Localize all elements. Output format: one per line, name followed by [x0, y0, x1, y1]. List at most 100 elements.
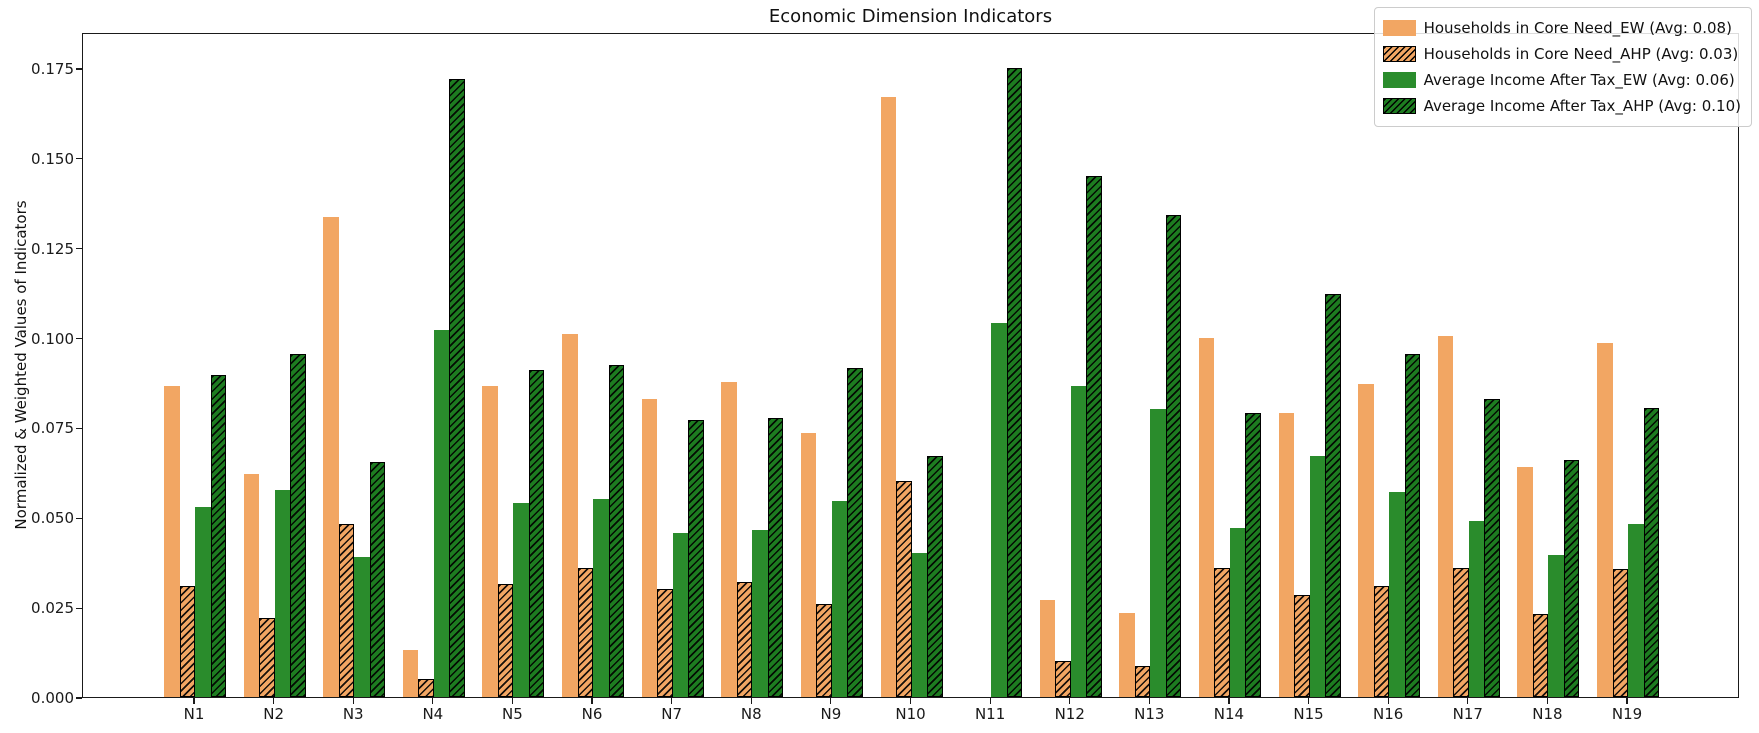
bar-N11-series3: [991, 323, 1007, 697]
bar-N14-series1: [1198, 337, 1215, 697]
bar-N16-series4: [1404, 353, 1421, 697]
bar-N1-series3: [195, 506, 211, 697]
bar-N4-series2: [418, 679, 434, 697]
bar-N4-series1: [402, 650, 419, 697]
x-tick-label: N16: [1373, 705, 1404, 723]
bar-N9-series3: [831, 501, 848, 697]
x-tick-mark: [193, 698, 195, 704]
y-axis-label: Normalized & Weighted Values of Indicato…: [12, 200, 30, 530]
bar-N11-series4: [1006, 67, 1023, 697]
bar-N9-series1: [800, 432, 817, 697]
x-tick-mark: [1148, 698, 1150, 704]
y-tick-label: 0.075: [31, 419, 74, 438]
bar-N12-series1: [1039, 599, 1056, 697]
x-tick-mark: [432, 698, 434, 704]
bar-N19-series4: [1643, 407, 1659, 697]
x-tick-mark: [591, 698, 593, 704]
legend-label: Households in Core Need_EW (Avg: 0.08): [1423, 19, 1732, 37]
bar-N2-series2: [259, 617, 275, 697]
bar-N7-series3: [672, 533, 689, 697]
legend-item: Households in Core Need_EW (Avg: 0.08): [1382, 15, 1741, 41]
bar-N18-series3: [1548, 555, 1564, 697]
bar-N12-series2: [1055, 661, 1071, 697]
y-tick-label: 0.025: [31, 599, 74, 618]
x-tick-mark: [1228, 698, 1230, 704]
bar-N9-series2: [816, 603, 832, 697]
x-tick-label: N18: [1532, 705, 1563, 723]
bar-N15-series3: [1309, 456, 1326, 697]
bar-N5-series1: [482, 386, 498, 697]
legend-label: Average Income After Tax_EW (Avg: 0.06): [1423, 71, 1735, 89]
plot-area: [82, 33, 1739, 698]
bar-N6-series1: [562, 333, 578, 697]
y-tick-mark: [76, 248, 82, 250]
bar-N15-series4: [1325, 294, 1341, 697]
bar-N18-series1: [1517, 466, 1533, 697]
bar-N3-series3: [354, 556, 370, 697]
x-tick-mark: [352, 698, 354, 704]
legend-label: Households in Core Need_AHP (Avg: 0.03): [1423, 45, 1739, 63]
bar-N5-series2: [497, 583, 514, 697]
bar-N12-series4: [1086, 175, 1102, 697]
bar-N8-series1: [721, 382, 737, 697]
x-tick-mark: [1387, 698, 1389, 704]
bar-N4-series3: [433, 330, 450, 697]
y-tick-mark: [76, 337, 82, 340]
bar-N12-series3: [1070, 386, 1087, 697]
bar-N13-series1: [1119, 612, 1135, 697]
bar-N15-series1: [1278, 413, 1295, 697]
x-tick-label: N10: [895, 705, 926, 723]
bar-N3-series4: [369, 461, 386, 697]
bar-N8-series2: [736, 581, 753, 697]
y-tick-mark: [76, 517, 82, 519]
bar-N9-series4: [847, 368, 863, 697]
x-tick-label: N12: [1054, 705, 1085, 723]
bar-N6-series2: [577, 567, 594, 697]
legend-item: Average Income After Tax_EW (Avg: 0.06): [1382, 67, 1741, 93]
legend-swatch-icon: [1382, 98, 1416, 114]
legend-swatch-icon: [1382, 20, 1416, 36]
bar-N19-series3: [1628, 524, 1644, 697]
bar-N15-series2: [1294, 594, 1310, 697]
x-tick-mark: [1546, 698, 1548, 704]
bar-N16-series2: [1373, 585, 1390, 697]
y-tick-label: 0.175: [31, 59, 74, 78]
x-tick-label: N6: [581, 705, 603, 723]
bar-N17-series4: [1484, 398, 1500, 697]
x-tick-label: N8: [740, 705, 762, 723]
bar-N4-series4: [449, 78, 465, 697]
x-tick-label: N15: [1293, 705, 1324, 723]
bar-N13-series2: [1134, 666, 1151, 697]
bar-N10-series2: [896, 481, 912, 697]
x-tick-mark: [1626, 698, 1628, 704]
bar-N17-series1: [1437, 335, 1454, 697]
legend-item: Households in Core Need_AHP (Avg: 0.03): [1382, 41, 1741, 67]
bar-N10-series3: [911, 553, 927, 697]
legend: Households in Core Need_EW (Avg: 0.08) Ho…: [1373, 7, 1752, 127]
y-tick-mark: [76, 697, 82, 699]
x-tick-label: N17: [1452, 705, 1483, 723]
y-tick-mark: [76, 427, 82, 429]
x-tick-label: N2: [263, 705, 284, 723]
x-tick-label: N11: [974, 705, 1006, 723]
x-tick-label: N19: [1611, 705, 1643, 723]
y-tick-label: 0.050: [31, 509, 74, 528]
bar-N3-series2: [338, 524, 355, 697]
x-tick-mark: [989, 698, 991, 704]
legend-item: Average Income After Tax_AHP (Avg: 0.10): [1382, 93, 1741, 119]
bar-N1-series1: [164, 386, 180, 697]
bar-N2-series4: [290, 353, 306, 697]
bar-N7-series2: [657, 589, 673, 697]
x-tick-label: N7: [661, 705, 683, 723]
x-tick-mark: [1069, 698, 1071, 704]
x-tick-mark: [1467, 698, 1469, 704]
x-tick-label: N14: [1213, 705, 1245, 723]
x-tick-mark: [511, 698, 514, 704]
bar-N17-series3: [1468, 520, 1485, 697]
bar-N1-series4: [210, 375, 226, 697]
bar-N3-series1: [323, 217, 339, 697]
bar-N14-series4: [1245, 413, 1261, 697]
bar-N6-series3: [593, 499, 609, 697]
x-tick-mark: [273, 698, 275, 704]
